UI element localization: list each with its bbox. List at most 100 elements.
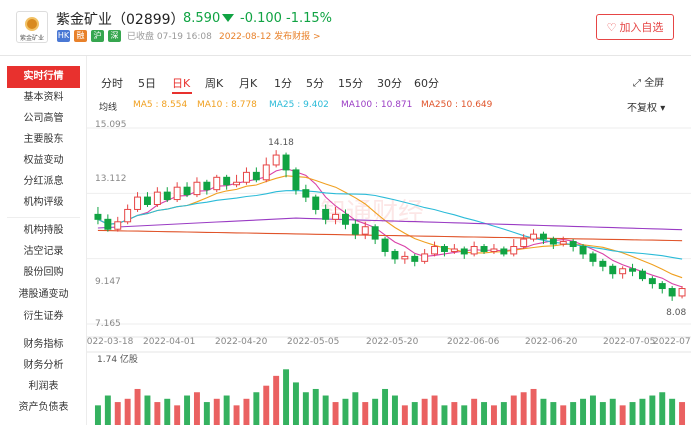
sidebar-item-connect-changes[interactable]: 港股通变动 [18,289,69,300]
candle-body [153,191,161,205]
ma5-value: 8.554 [161,100,188,110]
y-tick-label: 7.165 [95,319,121,329]
tab-15min[interactable]: 15分 [338,77,363,90]
low-price-label: 8.08 [666,308,686,318]
volume-bar [203,402,210,425]
tab-60min[interactable]: 60分 [414,77,439,90]
volume-bar [441,405,448,425]
candle-body [312,196,320,210]
tab-5min[interactable]: 5分 [306,77,324,90]
sidebar-item-financial-analysis[interactable]: 财务分析 [23,360,64,371]
tag-margin: 融 [74,30,87,42]
candle-body [559,241,567,245]
sidebar-item-shareholders[interactable]: 主要股东 [23,134,64,145]
x-tick-label: 2022-06-20 [525,337,578,347]
volume-bar [223,395,230,425]
volume-bar [589,395,596,425]
sidebar-item-ratings[interactable]: 机构评级 [23,197,64,208]
adjust-dropdown[interactable]: 不复权 ▾ [627,99,665,114]
volume-bar [342,398,349,425]
candle-body [391,250,399,260]
volume-bar [352,392,359,425]
candle-body [134,196,142,210]
volume-bar [233,405,240,425]
candle-body [381,238,389,252]
candle-body [292,169,300,191]
ma25-legend: MA25 : 9.402 [269,100,329,110]
sidebar-item-derivatives[interactable]: 衍生证券 [23,311,64,322]
price-change: -0.100 [240,11,282,26]
ma10-legend: MA10 : 8.778 [197,100,257,110]
candle-body [282,154,290,171]
company-logo: 紫金矿业 [16,11,48,43]
add-favorite-button[interactable]: ♡ 加入自选 [596,14,674,40]
tab-5day[interactable]: 5日 [138,77,156,90]
candle-body [114,221,122,230]
sidebar-item-dividends[interactable]: 分红派息 [23,176,64,187]
tab-intraday[interactable]: 分时 [101,77,123,90]
volume-bar [461,405,468,425]
candle-body [233,181,241,186]
volume-bar [490,405,497,425]
sidebar-item-income-statement[interactable]: 利润表 [28,381,59,392]
sidebar-item-buyback[interactable]: 股份回购 [23,267,64,278]
tab-30min[interactable]: 30分 [377,77,402,90]
candle-body [599,260,607,267]
candle-body [302,189,310,198]
volume-bar [184,395,191,425]
sidebar-item-short-selling[interactable]: 沽空记录 [23,246,64,257]
ma100-line [97,217,683,231]
volume-bar [530,388,537,425]
sidebar-item-basic-info[interactable]: 基本资料 [23,92,64,103]
volume-bar [510,395,517,425]
candle-body [173,186,181,201]
sidebar-item-balance-sheet[interactable]: 资产负债表 [18,402,69,413]
volume-bar [629,402,636,425]
ma250-legend: MA250 : 10.649 [421,100,492,110]
ma250-name: MA250 [421,100,453,110]
sidebar-divider [7,217,80,218]
volume-bar [609,398,616,425]
ma5-separator: : [152,100,162,110]
ma250-value: 10.649 [460,100,493,110]
candle-body [94,213,102,220]
logo-coin-icon [25,17,39,31]
sidebar-item-institutional[interactable]: 机构持股 [23,225,64,236]
candle-body [440,246,448,252]
candle-body [322,208,330,220]
candle-body [490,248,498,252]
candle-body [183,186,191,196]
volume-bar [560,405,567,425]
tab-weekly-k[interactable]: 周K [205,77,224,90]
tab-1min[interactable]: 1分 [274,77,292,90]
tab-daily-k[interactable]: 日K [172,77,191,90]
sidebar: 实时行情 基本资料 公司高管 主要股东 权益变动 分红派息 机构评级 机构持股 … [0,62,80,425]
earnings-report-link[interactable]: 2022-08-12 发布财报 > [219,32,321,42]
ma100-name: MA100 [341,100,373,110]
volume-bar [550,402,557,425]
ma10-name: MA10 [197,100,223,110]
y-tick-label: 9.147 [95,277,121,287]
adjust-label: 不复权 [627,103,657,114]
ma100-separator: : [372,100,381,110]
volume-bar [669,398,676,425]
candle-body [609,265,617,275]
fullscreen-label: 全屏 [644,78,665,89]
sidebar-item-executives[interactable]: 公司高管 [23,113,64,124]
x-tick-label: 2022-06-06 [447,337,500,347]
sidebar-item-realtime[interactable]: 实时行情 [7,66,80,88]
ma25-value: 9.402 [303,100,329,110]
x-tick-label: 2022-07-05 [603,337,655,347]
volume-bar [639,398,646,425]
ma250-separator: : [452,100,461,110]
candle-body [619,268,627,275]
volume-label: 1.74 亿股 [97,353,138,365]
candle-body [658,283,666,290]
tab-monthly-k[interactable]: 月K [239,77,258,90]
fullscreen-button[interactable]: ⤢ 全屏 [633,74,664,89]
stock-header: 紫金矿业 紫金矿业（02899） 8.590 -0.100 -1.15% HK … [0,0,691,56]
sidebar-item-equity-changes[interactable]: 权益变动 [23,155,64,166]
logo-text: 紫金矿业 [19,35,44,42]
sidebar-item-financial-indicators[interactable]: 财务指标 [23,339,64,350]
